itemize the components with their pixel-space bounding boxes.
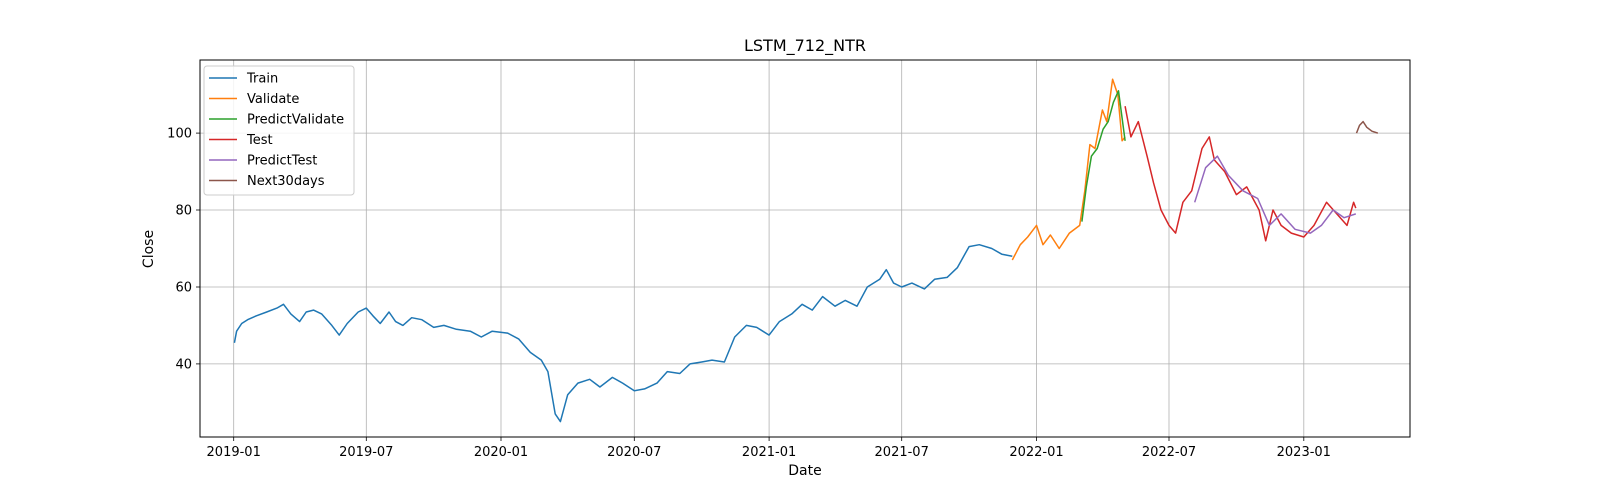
legend-label-validate: Validate [247,92,299,107]
legend-label-predictvalidate: PredictValidate [247,113,344,128]
y-tick-label: 60 [175,281,192,296]
chart-title: LSTM_712_NTR [744,36,866,56]
legend-label-predicttest: PredictTest [247,154,317,169]
series-line-test [1124,106,1357,242]
plot-frame [199,59,1411,438]
series-line-predictvalidate [1081,90,1126,222]
legend-box [203,65,355,196]
x-tick-label: 2021-01 [742,445,796,460]
series-lines [233,78,1379,423]
y-tick-label: 80 [175,204,192,219]
grid [200,60,1410,437]
x-tick-label: 2021-07 [875,445,929,460]
x-tick-label: 2019-01 [207,445,261,460]
axis-ticks: 2019-01 2019-07 2020-01 2020-07 2021-01 2021-… [167,127,1331,460]
x-tick-label: 2019-07 [339,445,393,460]
x-tick-label: 2022-01 [1009,445,1063,460]
series-line-predicttest [1193,155,1357,234]
series-line-train [233,243,1013,423]
legend-label-next30days: Next30days [247,174,325,189]
legend-label-train: Train [246,72,278,87]
x-axis-title: Date [788,463,821,479]
y-axis-title: Close [141,230,157,268]
y-tick-label: 40 [175,357,192,372]
x-tick-label: 2020-01 [474,445,528,460]
series-line-validate [1011,78,1126,261]
series-line-next30days [1355,120,1379,134]
legend-label-test: Test [246,133,273,148]
x-tick-label: 2020-07 [607,445,661,460]
legend: Train Validate PredictValidate Test PredictT… [203,65,355,196]
y-tick-label: 100 [167,127,192,142]
x-tick-label: 2023-01 [1277,445,1331,460]
x-tick-label: 2022-07 [1142,445,1196,460]
